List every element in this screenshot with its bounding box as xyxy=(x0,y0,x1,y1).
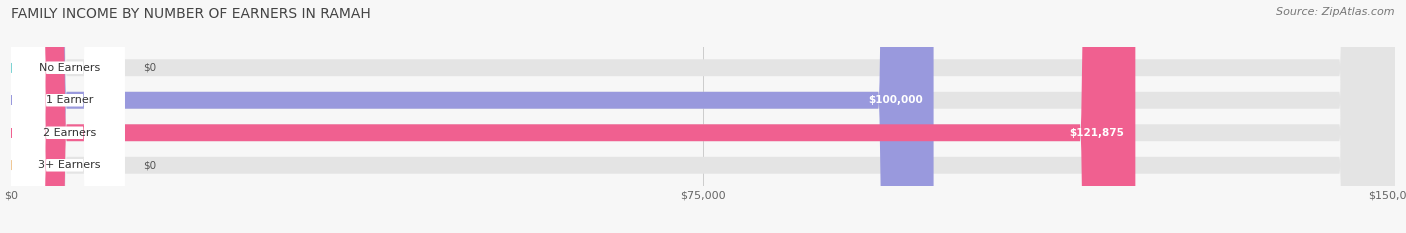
FancyBboxPatch shape xyxy=(4,0,125,233)
FancyBboxPatch shape xyxy=(11,0,1136,233)
Text: $0: $0 xyxy=(143,63,156,73)
Text: $121,875: $121,875 xyxy=(1070,128,1125,138)
FancyBboxPatch shape xyxy=(11,0,1395,233)
Text: No Earners: No Earners xyxy=(39,63,100,73)
Text: FAMILY INCOME BY NUMBER OF EARNERS IN RAMAH: FAMILY INCOME BY NUMBER OF EARNERS IN RA… xyxy=(11,7,371,21)
FancyBboxPatch shape xyxy=(11,0,1395,233)
FancyBboxPatch shape xyxy=(4,0,125,233)
FancyBboxPatch shape xyxy=(11,0,934,233)
FancyBboxPatch shape xyxy=(4,0,125,233)
Text: $100,000: $100,000 xyxy=(868,95,922,105)
Text: $0: $0 xyxy=(143,160,156,170)
Text: 1 Earner: 1 Earner xyxy=(45,95,93,105)
Text: 3+ Earners: 3+ Earners xyxy=(38,160,101,170)
FancyBboxPatch shape xyxy=(11,0,1395,233)
Text: Source: ZipAtlas.com: Source: ZipAtlas.com xyxy=(1277,7,1395,17)
FancyBboxPatch shape xyxy=(11,0,1395,233)
Text: 2 Earners: 2 Earners xyxy=(42,128,96,138)
FancyBboxPatch shape xyxy=(4,0,125,233)
